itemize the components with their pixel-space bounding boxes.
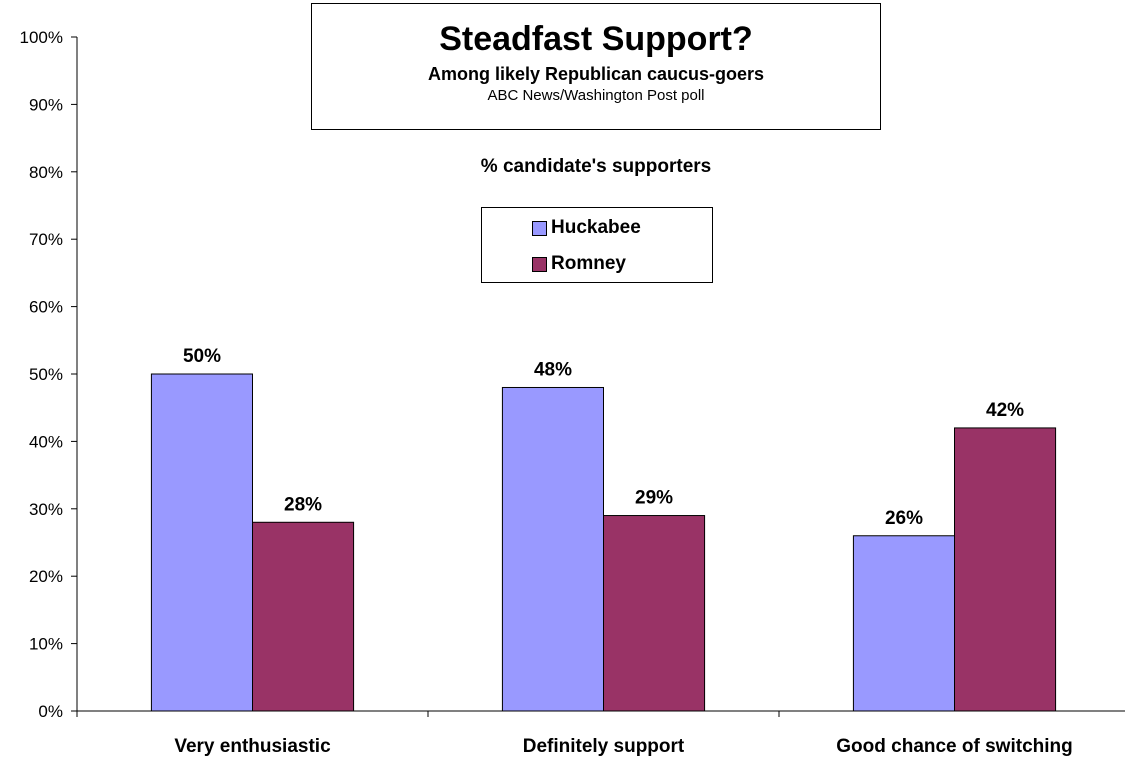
- bar-romney: [252, 521, 355, 712]
- chart-subtitle: Among likely Republican caucus-goers: [427, 64, 765, 84]
- y-tick-label: 90%: [29, 95, 63, 114]
- x-tick-label: Definitely support: [523, 736, 685, 757]
- legend-swatch-romney: [532, 256, 547, 272]
- y-tick-label: 80%: [29, 163, 63, 182]
- bars: [150, 373, 1057, 712]
- legend: Huckabee Romney: [481, 207, 713, 283]
- data-label: 28%: [284, 494, 322, 515]
- bar-huckabee: [501, 386, 604, 712]
- legend-label-huckabee: Huckabee: [551, 217, 641, 238]
- bar-huckabee: [852, 535, 955, 712]
- y-tick-label: 20%: [29, 567, 63, 586]
- bar-romney: [603, 515, 706, 712]
- y-tick-label: 10%: [29, 635, 63, 654]
- data-label: 29%: [635, 488, 673, 509]
- title-box: Steadfast Support? Among likely Republic…: [311, 3, 881, 130]
- y-tick-label: 60%: [29, 298, 63, 317]
- legend-item-huckabee: Huckabee: [532, 217, 641, 239]
- chart-note: % candidate's supporters: [480, 156, 712, 177]
- data-label: 26%: [885, 508, 923, 529]
- x-axis: Very enthusiastic Definitely support Good …: [76, 710, 1125, 757]
- y-axis: 0% 10% 20% 30% 40% 50% 60% 70% 80% 90% 100%: [20, 28, 78, 721]
- y-tick-label: 50%: [29, 365, 63, 384]
- data-label: 48%: [534, 359, 572, 380]
- bar-huckabee: [150, 373, 253, 712]
- x-tick-label: Very enthusiastic: [174, 736, 331, 757]
- y-tick-label: 0%: [38, 702, 63, 721]
- chart-source: ABC News/Washington Post poll: [487, 87, 705, 104]
- chart-title: Steadfast Support?: [439, 20, 753, 58]
- y-tick-label: 40%: [29, 432, 63, 451]
- data-label: 42%: [986, 400, 1024, 421]
- y-tick-label: 100%: [20, 28, 63, 47]
- legend-label-romney: Romney: [551, 253, 626, 274]
- y-tick-label: 30%: [29, 500, 63, 519]
- bar-romney: [954, 427, 1057, 712]
- data-label: 50%: [183, 346, 221, 367]
- legend-swatch-huckabee: [532, 220, 547, 236]
- legend-item-romney: Romney: [532, 253, 626, 275]
- y-tick-label: 70%: [29, 230, 63, 249]
- x-tick-label: Good chance of switching: [836, 736, 1072, 757]
- data-labels: 50% 28% 48% 29% 26% 42%: [183, 346, 1024, 529]
